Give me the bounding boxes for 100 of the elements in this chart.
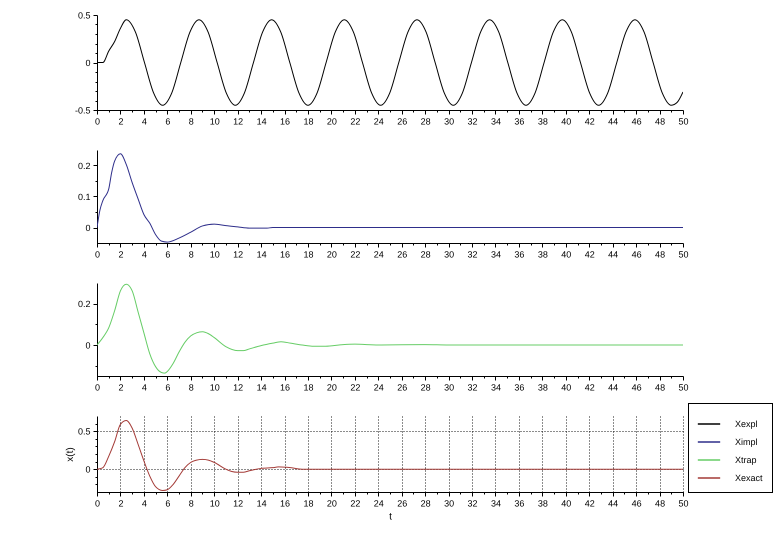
x-tick-label: 48 — [655, 382, 666, 392]
x-tick-label: 10 — [210, 116, 220, 126]
x-tick-label: 4 — [142, 250, 147, 260]
x-tick-label: 16 — [280, 382, 290, 392]
x-tick-label: 26 — [397, 116, 408, 126]
x-tick-label: 30 — [444, 116, 454, 126]
x-tick-label: 34 — [490, 116, 501, 126]
x-tick-label: 8 — [188, 250, 194, 260]
x-tick-label: 28 — [420, 250, 431, 260]
x-tick-label: 28 — [420, 498, 431, 508]
x-tick-label: 28 — [420, 116, 431, 126]
x-tick-label: 10 — [210, 382, 220, 392]
x-tick-label: 0 — [94, 382, 100, 392]
x-tick-label: 4 — [142, 498, 147, 508]
x-tick-label: 2 — [118, 116, 124, 126]
y-tick-label: 0 — [85, 58, 90, 68]
x-tick-label: 46 — [632, 498, 642, 508]
x-tick-label: 26 — [397, 250, 408, 260]
x-tick-label: 16 — [280, 250, 290, 260]
line-series — [97, 284, 683, 374]
x-tick-label: 38 — [538, 250, 548, 260]
x-tick-label: 32 — [468, 382, 478, 392]
x-tick-label: 38 — [538, 116, 548, 126]
x-tick-label: 40 — [561, 498, 572, 508]
x-tick-label: 26 — [397, 498, 408, 508]
x-tick-label: 14 — [256, 498, 267, 508]
x-tick-label: 2 — [118, 498, 124, 508]
x-tick-label: 8 — [188, 382, 194, 392]
x-tick-label: 44 — [608, 382, 618, 392]
x-tick-label: 14 — [256, 116, 267, 126]
y-tick-label: 0.2 — [78, 299, 90, 310]
x-tick-label: 46 — [632, 116, 642, 126]
x-tick-label: 20 — [326, 498, 337, 508]
x-tick-label: 12 — [233, 382, 244, 392]
y-tick-label: 0.2 — [78, 161, 90, 171]
x-tick-label: 16 — [280, 116, 290, 126]
legend-label: Xtrap — [735, 455, 757, 465]
x-tick-label: 50 — [678, 498, 689, 508]
legend-label: Xexpl — [735, 419, 758, 429]
x-tick-label: 2 — [118, 382, 124, 392]
x-tick-label: 34 — [490, 382, 501, 392]
legend-label: Ximpl — [735, 437, 758, 447]
x-tick-label: 32 — [468, 250, 478, 260]
x-tick-label: 14 — [256, 250, 267, 260]
x-tick-label: 18 — [303, 116, 314, 126]
x-tick-label: 22 — [350, 382, 360, 392]
x-tick-label: 6 — [165, 116, 170, 126]
x-tick-label: 42 — [584, 498, 595, 508]
x-tick-label: 16 — [280, 498, 290, 508]
y-tick-label: 0.5 — [78, 10, 90, 20]
x-tick-label: 0 — [94, 116, 100, 126]
y-tick-label: -0.5 — [74, 106, 90, 116]
x-tick-label: 4 — [142, 116, 147, 126]
x-tick-label: 42 — [584, 250, 595, 260]
x-tick-label: 34 — [490, 250, 501, 260]
y-tick-label: 0 — [85, 464, 90, 475]
x-tick-label: 6 — [165, 250, 170, 260]
x-tick-label: 28 — [420, 382, 431, 392]
y-axis-title: x(t) — [64, 447, 76, 462]
x-axis-title: t — [389, 512, 392, 522]
x-tick-label: 36 — [514, 382, 524, 392]
x-tick-label: 24 — [374, 116, 384, 126]
legend-label: Xexact — [735, 473, 764, 483]
x-tick-label: 44 — [608, 498, 618, 508]
x-tick-label: 10 — [210, 250, 220, 260]
x-tick-label: 6 — [165, 382, 170, 392]
x-tick-label: 32 — [468, 116, 478, 126]
x-tick-label: 22 — [350, 250, 360, 260]
x-tick-label: 36 — [514, 116, 524, 126]
x-tick-label: 40 — [561, 382, 572, 392]
x-tick-label: 18 — [303, 382, 314, 392]
y-tick-label: 0 — [85, 223, 90, 233]
x-tick-label: 40 — [561, 116, 572, 126]
x-tick-label: 50 — [678, 382, 689, 392]
x-tick-label: 18 — [303, 498, 314, 508]
x-tick-label: 38 — [538, 382, 548, 392]
x-tick-label: 12 — [233, 498, 244, 508]
x-tick-label: 44 — [608, 250, 618, 260]
x-tick-label: 44 — [608, 116, 618, 126]
x-tick-label: 42 — [584, 382, 595, 392]
x-tick-label: 0 — [94, 250, 100, 260]
x-tick-label: 24 — [374, 382, 384, 392]
x-tick-label: 50 — [678, 116, 689, 126]
x-tick-label: 48 — [655, 250, 666, 260]
x-tick-label: 46 — [632, 250, 642, 260]
x-tick-label: 48 — [655, 116, 666, 126]
x-tick-label: 38 — [538, 498, 548, 508]
x-tick-label: 34 — [490, 498, 501, 508]
x-tick-label: 26 — [397, 382, 408, 392]
x-tick-label: 8 — [188, 116, 194, 126]
x-tick-label: 36 — [514, 250, 524, 260]
x-tick-label: 40 — [561, 250, 572, 260]
x-tick-label: 36 — [514, 498, 524, 508]
x-tick-label: 0 — [94, 498, 100, 508]
y-tick-label: 0.5 — [78, 426, 90, 437]
x-tick-label: 50 — [678, 250, 689, 260]
x-tick-label: 22 — [350, 116, 360, 126]
x-tick-label: 42 — [584, 116, 595, 126]
x-tick-label: 32 — [468, 498, 478, 508]
x-tick-label: 10 — [210, 498, 220, 508]
